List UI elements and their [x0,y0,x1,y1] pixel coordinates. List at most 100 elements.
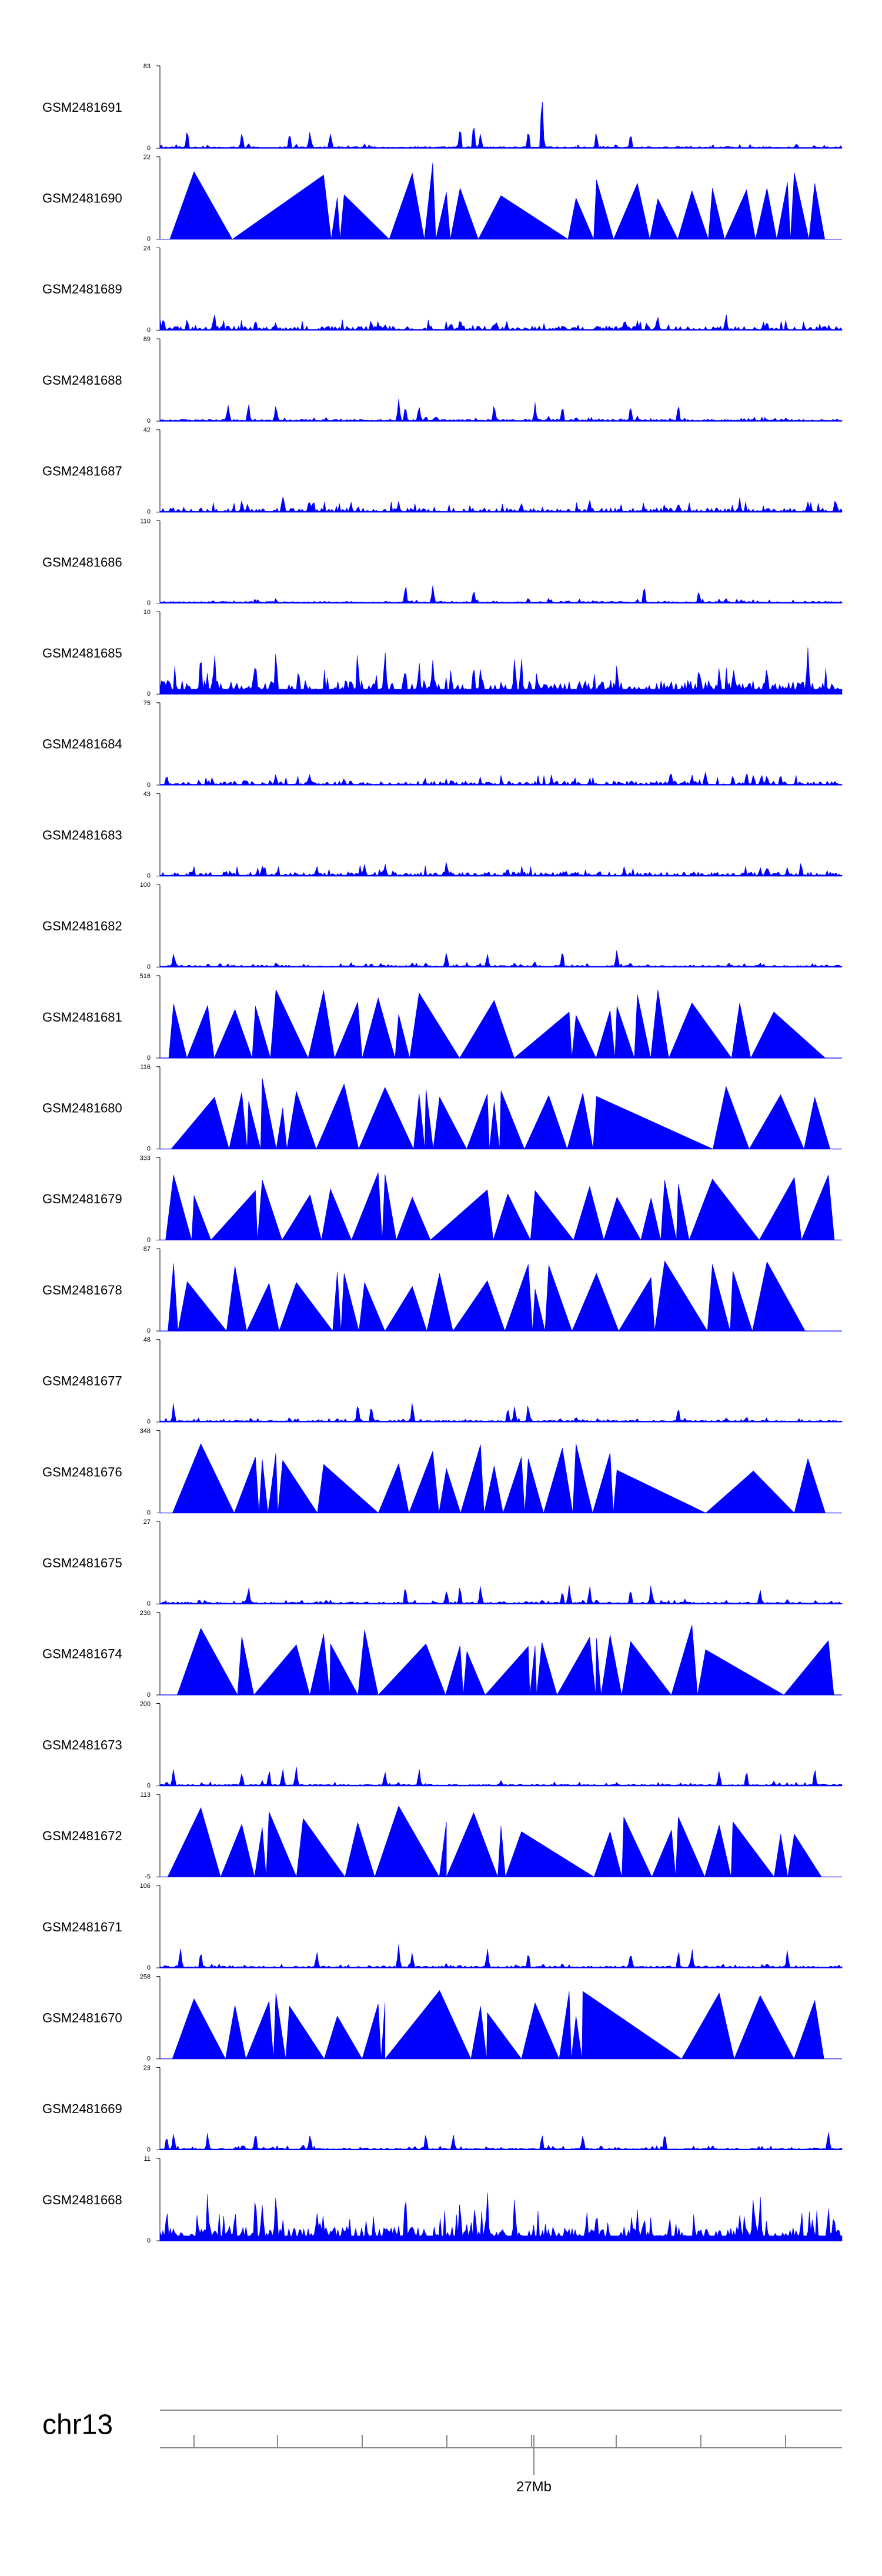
track-label: GSM2481690 [42,191,122,206]
track-label: GSM2481689 [42,282,122,296]
y-min-label: 0 [147,1236,151,1243]
track-GSM2481686: GSM2481686 110 0 [42,518,843,606]
y-min-label: 0 [147,873,151,880]
track-GSM2481674: GSM2481674 230 0 [42,1610,842,1699]
y-min-label: 0 [147,2237,151,2244]
y-max-label: 333 [140,1154,151,1162]
track-GSM2481672: GSM2481672 113 -5 [42,1791,842,1880]
track-GSM2481676: GSM2481676 348 0 [42,1427,842,1516]
y-min-label: 0 [147,1419,151,1426]
chromosome-ruler: chr13 27Mb [42,2410,842,2495]
y-max-label: 113 [140,1791,151,1798]
track-label: GSM2481674 [42,1647,122,1661]
y-min-label: 0 [147,963,151,970]
y-min-label: 0 [147,326,151,333]
y-max-label: 106 [140,1883,151,1890]
y-min-label: 0 [147,236,151,243]
signal-area [172,1990,824,2060]
y-max-label: 48 [143,1337,151,1344]
signal-area [168,989,826,1059]
y-max-label: 116 [140,1064,151,1071]
signal-area [159,314,843,331]
track-GSM2481677: GSM2481677 48 0 [42,1337,843,1426]
signal-area [172,1443,826,1514]
track-label: GSM2481677 [42,1374,122,1389]
y-min-label: 0 [147,2146,151,2153]
y-min-label: 0 [147,509,151,516]
y-max-label: 27 [143,1519,151,1526]
y-max-label: 87 [143,1246,151,1253]
signal-area [159,1585,843,1604]
y-min-label: 0 [147,1146,151,1153]
track-label: GSM2481670 [42,2011,122,2026]
track-label: GSM2481669 [42,2101,122,2116]
y-max-label: 10 [143,609,151,616]
y-min-label: 0 [147,145,151,152]
signal-area [159,585,843,603]
track-GSM2481687: GSM2481687 42 0 [42,427,843,516]
y-max-label: 22 [143,154,151,161]
y-min-label: 0 [147,599,151,606]
y-max-label: 230 [140,1610,151,1617]
signal-area [165,1172,835,1241]
track-GSM2481678: GSM2481678 87 0 [42,1246,842,1334]
track-GSM2481691: GSM2481691 83 0 [42,63,843,152]
track-label: GSM2481679 [42,1192,122,1206]
y-min-label: 0 [147,1964,151,1971]
y-max-label: 100 [140,882,151,889]
signal-area [159,950,843,967]
signal-area [159,862,843,876]
track-label: GSM2481684 [42,737,122,752]
track-GSM2481683: GSM2481683 43 0 [42,791,843,880]
track-label: GSM2481681 [42,1010,122,1025]
signal-area [159,1766,843,1786]
ruler-ticks [193,2435,786,2448]
track-GSM2481671: GSM2481671 106 0 [42,1883,843,1971]
y-max-label: 516 [140,973,151,980]
track-GSM2481680: GSM2481680 116 0 [42,1064,842,1153]
track-label: GSM2481680 [42,1101,122,1116]
track-GSM2481689: GSM2481689 24 0 [42,245,843,333]
y-min-label: 0 [147,2056,151,2063]
track-GSM2481670: GSM2481670 258 0 [42,1974,842,2063]
y-min-label: 0 [147,1327,151,1334]
track-GSM2481684: GSM2481684 75 0 [42,700,843,789]
y-min-label: 0 [147,782,151,789]
track-GSM2481681: GSM2481681 516 0 [42,973,842,1062]
y-max-label: 42 [143,427,151,434]
y-max-label: 11 [144,2155,151,2163]
signal-area [159,102,843,149]
track-GSM2481669: GSM2481669 23 0 [42,2064,843,2153]
track-label: GSM2481683 [42,827,122,842]
signal-area [159,1944,843,1968]
track-label: GSM2481675 [42,1556,122,1570]
signal-area [159,496,843,513]
signal-area [159,398,843,422]
track-label: GSM2481687 [42,464,122,479]
signal-area [176,1624,834,1696]
y-max-label: 110 [140,518,151,525]
track-label: GSM2481678 [42,1283,122,1297]
signal-area [159,772,843,786]
y-min-label: -5 [145,1873,151,1880]
track-label: GSM2481688 [42,373,122,388]
y-max-label: 24 [143,245,151,252]
track-GSM2481679: GSM2481679 333 0 [42,1154,842,1243]
y-min-label: 0 [147,1055,151,1062]
track-label: GSM2481676 [42,1464,122,1479]
track-GSM2481668: GSM2481668 11 0 [42,2155,843,2244]
track-label: GSM2481668 [42,2193,122,2207]
y-max-label: 83 [143,63,151,70]
signal-area [168,1260,806,1332]
signal-area [167,1806,822,1878]
y-max-label: 23 [143,2064,151,2071]
y-max-label: 43 [143,791,151,798]
signal-area [159,2132,843,2150]
signal-area [171,1078,831,1150]
y-min-label: 0 [147,1600,151,1607]
y-max-label: 200 [140,1701,151,1708]
signal-area [169,162,826,240]
track-GSM2481688: GSM2481688 89 0 [42,336,843,425]
y-min-label: 0 [147,1691,151,1699]
